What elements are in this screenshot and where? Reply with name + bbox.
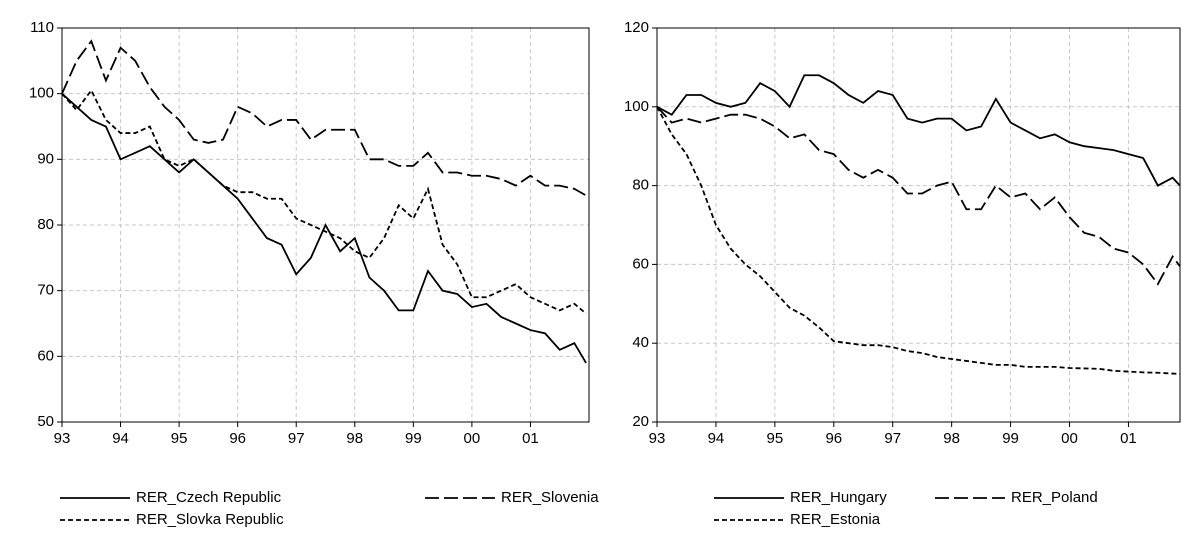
series-line bbox=[61, 39, 587, 197]
y-tick-label: 90 bbox=[37, 150, 54, 167]
y-tick-label: 110 bbox=[30, 19, 54, 36]
y-tick-label: 20 bbox=[632, 413, 649, 430]
x-tick-label: 00 bbox=[1061, 430, 1078, 447]
plot-frame bbox=[656, 27, 1181, 423]
series-line bbox=[61, 88, 587, 315]
x-tick-label: 98 bbox=[943, 430, 960, 447]
x-tick-label: 94 bbox=[112, 430, 129, 447]
series-line bbox=[656, 74, 1181, 187]
legend-label: RER_Estonia bbox=[790, 511, 881, 528]
x-tick-label: 94 bbox=[708, 430, 725, 447]
legend-label: RER_Slovenia bbox=[501, 489, 599, 506]
y-tick-label: 100 bbox=[624, 98, 649, 115]
legend-label: RER_Slovka Republic bbox=[136, 511, 284, 528]
x-tick-label: 99 bbox=[1002, 430, 1019, 447]
y-tick-label: 80 bbox=[632, 177, 649, 194]
x-tick-label: 93 bbox=[649, 430, 666, 447]
x-tick-label: 98 bbox=[346, 430, 363, 447]
y-tick-label: 100 bbox=[29, 85, 54, 102]
x-tick-label: 01 bbox=[522, 430, 539, 447]
x-tick-label: 99 bbox=[405, 430, 422, 447]
series-line bbox=[61, 92, 587, 364]
y-tick-label: 120 bbox=[624, 19, 649, 36]
legend-label: RER_Czech Republic bbox=[136, 489, 282, 506]
x-tick-label: 97 bbox=[884, 430, 901, 447]
y-tick-label: 70 bbox=[37, 282, 54, 299]
y-tick-label: 40 bbox=[632, 334, 649, 351]
x-tick-label: 96 bbox=[229, 430, 246, 447]
legend-label: RER_Poland bbox=[1011, 489, 1098, 506]
y-tick-label: 60 bbox=[37, 347, 54, 364]
x-tick-label: 93 bbox=[54, 430, 71, 447]
x-tick-label: 95 bbox=[171, 430, 188, 447]
y-tick-label: 80 bbox=[37, 216, 54, 233]
x-tick-label: 00 bbox=[464, 430, 481, 447]
x-tick-label: 96 bbox=[825, 430, 842, 447]
x-tick-label: 01 bbox=[1120, 430, 1137, 447]
x-tick-label: 97 bbox=[288, 430, 305, 447]
legend-label: RER_Hungary bbox=[790, 489, 887, 506]
y-tick-label: 50 bbox=[37, 413, 54, 430]
plot-frame bbox=[61, 27, 590, 423]
series-line bbox=[656, 106, 1181, 286]
x-tick-label: 95 bbox=[767, 430, 784, 447]
y-tick-label: 60 bbox=[632, 255, 649, 272]
series-line bbox=[656, 106, 1181, 375]
